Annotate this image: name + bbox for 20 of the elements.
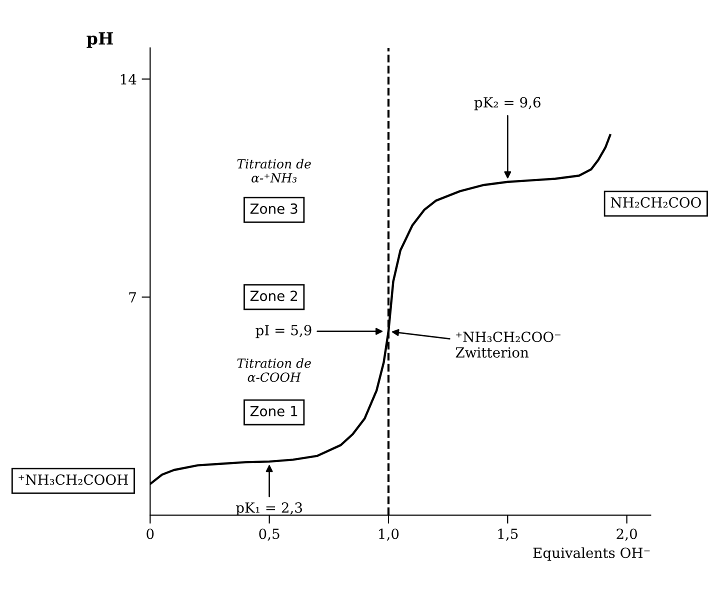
annotation: ⁺NH₃CH₂COO⁻ Zwitterion (456, 332, 560, 358)
text: ⁺NH₃CH₂COOH (18, 474, 128, 485)
x-tick-label: 0 (146, 528, 154, 540)
annotation: pI = 5,9 (256, 324, 312, 338)
y-tick-label: 7 (129, 292, 136, 302)
x-axis-title: Equivalents OH⁻ (533, 547, 650, 561)
annotation: Zone 1 (250, 406, 298, 416)
annotation: Zone 3 (250, 203, 298, 214)
x-tick-label: 0,5 (259, 528, 280, 541)
x-tick-label: 1,5 (498, 528, 518, 541)
annotation: pK₁ = 2,3 (236, 502, 302, 516)
x-tick-label: 1,0 (379, 528, 399, 541)
x-tick-label: 2,0 (616, 528, 637, 541)
y-tick-label: 14 (120, 74, 136, 84)
annotation: Titration de α-COOH (237, 358, 311, 382)
annotation: Zone 2 (250, 290, 297, 302)
annotation: Titration de α-⁺NH₃ (237, 158, 311, 183)
annotation: pK₂ = 9,6 (474, 97, 540, 110)
y-axis-title: pH (86, 32, 113, 48)
annotation: NH₂CH₂COO (610, 197, 701, 208)
